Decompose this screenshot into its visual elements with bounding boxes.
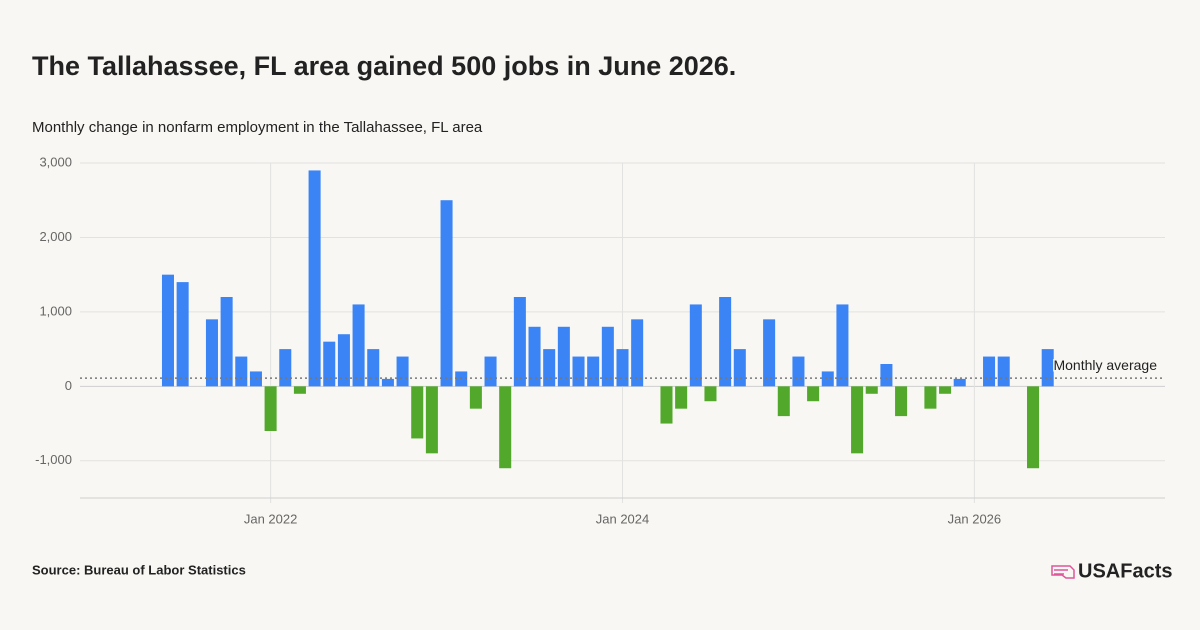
- y-tick-label: 3,000: [39, 154, 72, 169]
- bar: [660, 386, 673, 424]
- bar: [587, 356, 600, 387]
- bar: [865, 386, 878, 394]
- bar: [689, 304, 702, 387]
- bar: [704, 386, 717, 402]
- bar: [367, 349, 380, 387]
- bar: [484, 356, 497, 387]
- bar: [235, 356, 248, 387]
- bar: [557, 326, 570, 387]
- x-tick-label: Jan 2022: [244, 511, 298, 526]
- bar: [792, 356, 805, 387]
- bar: [1041, 349, 1054, 387]
- y-tick-label: 0: [65, 378, 72, 393]
- y-tick-label: 2,000: [39, 229, 72, 244]
- bar: [851, 386, 864, 454]
- bar: [777, 386, 790, 417]
- bar: [469, 386, 482, 409]
- bar: [895, 386, 908, 417]
- brand-icon: [1051, 565, 1075, 579]
- bar: [719, 297, 732, 387]
- bar: [983, 356, 996, 387]
- bar: [1027, 386, 1040, 469]
- y-tick-label: -1,000: [35, 452, 72, 467]
- bar: [176, 282, 189, 387]
- bar: [381, 378, 394, 387]
- bar: [293, 386, 306, 394]
- bar: [205, 319, 218, 387]
- bar: [396, 356, 409, 387]
- brand: USAFacts: [1078, 560, 1172, 582]
- bar: [264, 386, 277, 431]
- bar: [939, 386, 952, 394]
- chart-subtitle: Monthly change in nonfarm employment in …: [32, 119, 483, 136]
- average-label: Monthly average: [1053, 357, 1157, 373]
- x-tick-label: Jan 2026: [948, 511, 1002, 526]
- source: Source: Bureau of Labor Statistics: [32, 562, 246, 577]
- bar: [880, 364, 893, 387]
- bar: [323, 341, 336, 387]
- bar: [807, 386, 820, 402]
- bar: [220, 297, 233, 387]
- y-tick-label: 1,000: [39, 303, 72, 318]
- bar: [616, 349, 629, 387]
- chart-title: The Tallahassee, FL area gained 500 jobs…: [32, 51, 736, 81]
- bar: [440, 200, 453, 387]
- bar: [337, 334, 350, 387]
- bar: [924, 386, 937, 409]
- bar: [543, 349, 556, 387]
- bar: [997, 356, 1010, 387]
- bar: [733, 349, 746, 387]
- bar: [499, 386, 512, 469]
- bar: [161, 274, 174, 387]
- bar: [601, 326, 614, 387]
- bar: [352, 304, 365, 387]
- bar: [821, 371, 834, 387]
- bar: [279, 349, 292, 387]
- bar: [308, 170, 321, 387]
- bar: [411, 386, 424, 439]
- bar: [836, 304, 849, 387]
- bar: [631, 319, 644, 387]
- bar: [675, 386, 688, 409]
- bar: [763, 319, 776, 387]
- bar: [572, 356, 585, 387]
- bar: [425, 386, 438, 454]
- bar: [513, 297, 526, 387]
- bar: [528, 326, 541, 387]
- bar: [953, 378, 966, 387]
- x-tick-label: Jan 2024: [596, 511, 650, 526]
